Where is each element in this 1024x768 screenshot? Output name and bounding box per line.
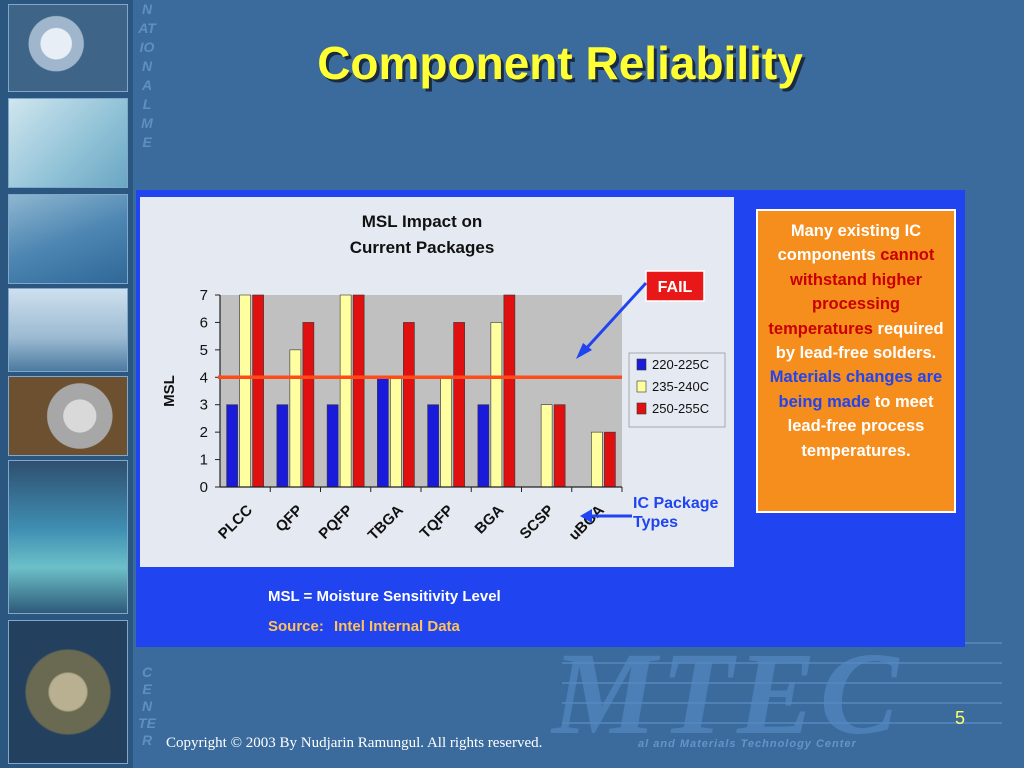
legend-swatch [636, 380, 647, 393]
x-axis-label-line: Types [633, 514, 679, 531]
bar-pqfp-250-255C [352, 294, 365, 488]
msl-definition: MSL = Moisture Sensitivity Level [268, 588, 501, 605]
mechanism-image [8, 98, 128, 188]
x-category-label: TBGA [365, 502, 407, 544]
source-line: Source: Intel Internal Data [268, 618, 460, 635]
bar-tbga-235-240C [390, 376, 402, 488]
chemistry-glassware-image [8, 460, 128, 614]
x-label-arrow-icon [580, 509, 632, 523]
laboratory-image [8, 288, 128, 372]
x-category-label: QFP [272, 502, 306, 536]
y-axis-label: MSL [161, 375, 178, 407]
y-tick-label: 3 [200, 397, 208, 414]
x-category-label: TQFP [417, 502, 457, 542]
mtec-logo-text: MTEC [552, 628, 903, 759]
bar-bga-220-225C [477, 404, 490, 488]
fail-arrow-line [581, 281, 648, 354]
legend-swatch [636, 402, 647, 415]
x-axis-label: IC Package Types [631, 494, 721, 532]
slide-title: Component Reliability [317, 37, 803, 89]
source-value: Intel Internal Data [334, 618, 460, 635]
bar-qfp-235-240C [289, 349, 302, 488]
fail-label: FAIL [658, 279, 693, 296]
y-tick-label: 2 [200, 424, 208, 441]
y-tick-label: 6 [200, 314, 208, 331]
x-category-label: PLCC [215, 502, 256, 543]
bar-tqfp-235-240C [440, 376, 452, 488]
y-tick-label: 5 [200, 342, 208, 359]
legend-entry: 220-225C [652, 357, 709, 372]
legend-entry: 250-255C [652, 401, 709, 416]
chart-panel: MSL Impact on Current Packages 0 1 2 3 4 5 6 7 MSL… [140, 197, 734, 567]
callout-text-segment: Materials changes are being made [769, 368, 943, 411]
y-tick-label: 1 [200, 452, 208, 469]
bar-bga-250-255C [503, 294, 516, 488]
mtec-logo-subtitle: al and Materials Technology Center [638, 738, 857, 750]
x-category-label: PQFP [316, 502, 357, 543]
bar-ubga-235-240C [591, 431, 603, 488]
x-category-label: BGA [472, 502, 508, 538]
y-tick-label: 4 [200, 369, 208, 386]
bar-qfp-250-255C [302, 322, 315, 488]
gear-image [8, 4, 128, 92]
legend-box [628, 352, 726, 428]
legend-entry: 235-240C [652, 379, 709, 394]
fail-arrow-head [576, 343, 592, 359]
bar-scsp-235-240C [540, 404, 553, 488]
callout-text-segment: required by lead-free solders. [775, 319, 944, 363]
bar-plcc-235-240C [239, 294, 251, 488]
mechanical-parts-image [8, 620, 128, 764]
bar-tqfp-220-225C [427, 404, 439, 488]
bar-plcc-250-255C [252, 294, 264, 488]
callout-text-segment: to meet lead-free process temperatures. [787, 392, 934, 460]
vertical-branding-text-top: NATIONAL ME [138, 1, 156, 150]
vertical-branding-text-bottom: CENTER [138, 664, 156, 748]
bar-pqfp-235-240C [339, 294, 352, 488]
bar-scsp-250-255C [553, 404, 566, 488]
x-category-label: SCSP [517, 502, 558, 543]
content-panel: MSL Impact on Current Packages 0 1 2 3 4 5 6 7 MSL… [136, 190, 965, 647]
page-number: 5 [955, 708, 966, 728]
x-label-arrow-head [580, 509, 592, 523]
hard-disk-image [8, 376, 128, 456]
bar-tqfp-250-255C [453, 322, 465, 488]
copyright-notice: Copyright © 2003 By Nudjarin Ramungul. A… [166, 735, 543, 751]
bar-bga-235-240C [490, 322, 503, 488]
legend-swatch [636, 358, 647, 371]
msl-bar-chart: MSL Impact on Current Packages 0 1 2 3 4 5 6 7 MSL… [161, 212, 726, 544]
callout-text-segment: cannot withstand higher processing tempe… [768, 246, 935, 338]
fail-label-box [645, 270, 705, 302]
chart-title-line: Current Packages [350, 238, 495, 257]
x-axis-label-line: IC Package [633, 495, 719, 512]
callout-box: Many existing IC components cannot withs… [756, 209, 956, 513]
bar-plcc-220-225C [226, 404, 238, 488]
mtec-logo: MTEC al and Materials Technology Center [552, 628, 1012, 759]
bar-tbga-250-255C [403, 322, 415, 488]
y-tick-label: 0 [200, 479, 208, 496]
bar-pqfp-220-225C [326, 404, 339, 488]
source-label: Source: [268, 618, 324, 635]
bar-tbga-220-225C [377, 376, 389, 488]
chart-title-line: MSL Impact on [362, 212, 483, 231]
machine-image [8, 194, 128, 284]
bar-qfp-220-225C [276, 404, 289, 488]
bar-ubga-250-255C [604, 431, 616, 488]
decorative-image-strip [0, 0, 133, 768]
callout-text-segment: Many existing IC components [777, 222, 922, 265]
y-tick-label: 7 [200, 287, 208, 304]
